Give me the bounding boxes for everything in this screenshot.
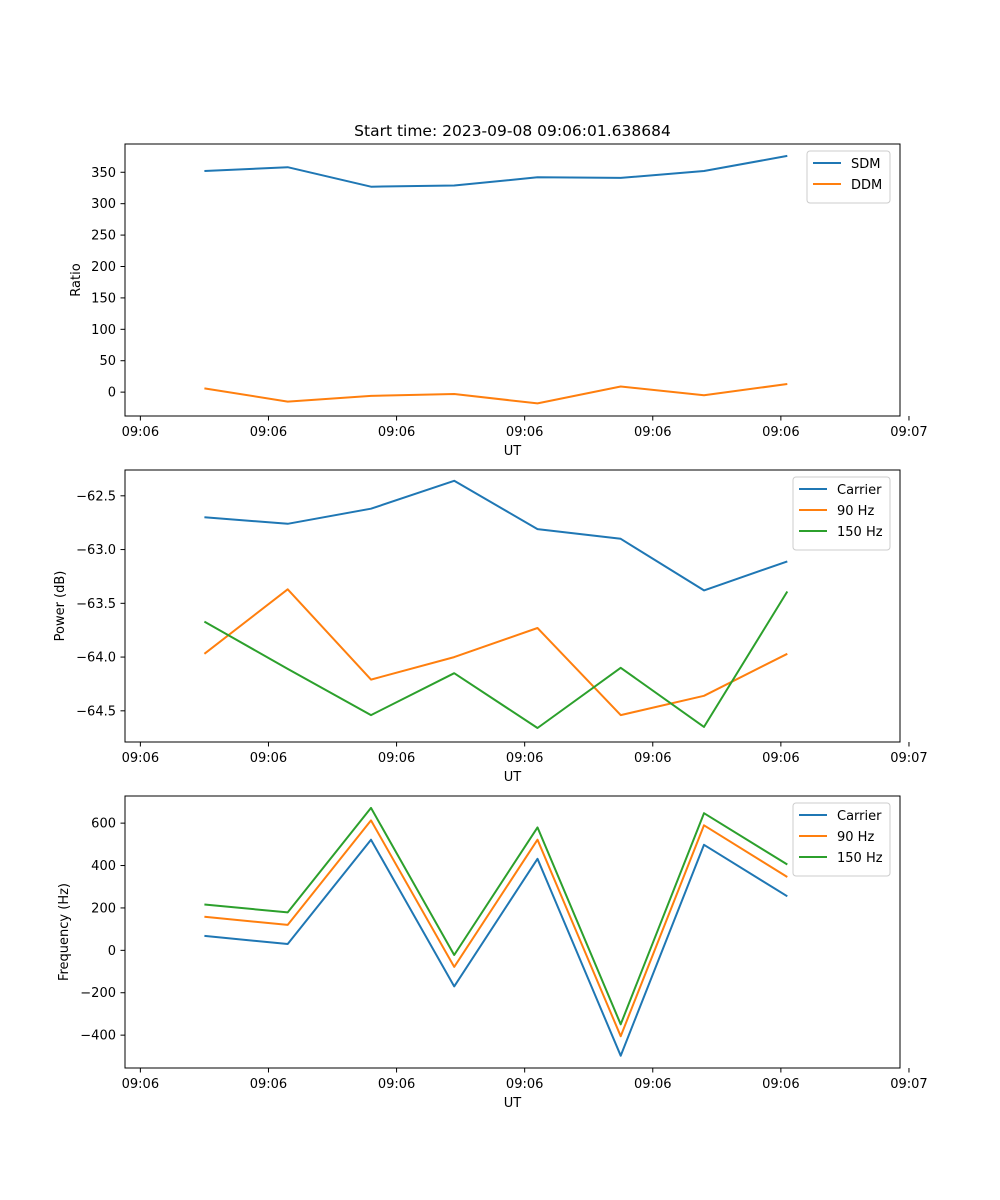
ratio-x-tick-label: 09:06 — [506, 425, 543, 440]
frequency-x-tick-label: 09:06 — [762, 1077, 799, 1092]
frequency-legend-label: 90 Hz — [837, 830, 874, 845]
ratio-x-tick-label: 09:06 — [250, 425, 287, 440]
power-y-tick-label: −64.5 — [76, 704, 116, 719]
frequency-x-tick-label: 09:06 — [634, 1077, 671, 1092]
ratio-x-tick-label: 09:06 — [634, 425, 671, 440]
ratio-legend-label: SDM — [851, 157, 880, 172]
ratio-y-tick-label: 200 — [91, 260, 116, 275]
power-y-axis-label: Power (dB) — [53, 571, 68, 642]
frequency-legend-label: 150 Hz — [837, 851, 883, 866]
power-x-tick-label: 09:06 — [762, 751, 799, 766]
power-x-tick-label: 09:07 — [890, 751, 927, 766]
power-axes-frame — [124, 469, 901, 743]
frequency-series-line-carrier — [204, 838, 788, 1057]
frequency-y-tick-label: 400 — [91, 859, 116, 874]
ratio-x-tick-label: 09:06 — [378, 425, 415, 440]
frequency-y-tick-label: 600 — [91, 817, 116, 832]
power-legend-label: 150 Hz — [837, 525, 883, 540]
frequency-y-tick-label: −200 — [80, 986, 116, 1001]
frequency-legend-label: Carrier — [837, 809, 882, 824]
ratio-axes-frame — [124, 143, 901, 417]
ratio-panel: 09:06 09:06 09:06 09:06 09:06 09:06 09:07 0 50 10… — [69, 143, 928, 459]
power-x-tick-label: 09:06 — [506, 751, 543, 766]
power-series-line-90-hz — [203, 588, 788, 717]
ratio-y-tick-label: 350 — [91, 166, 116, 181]
power-series-line-150-hz — [203, 590, 789, 729]
ratio-y-tick-label: 250 — [91, 229, 116, 244]
frequency-panel: 09:06 09:06 09:06 09:06 09:06 09:06 09:07 −400 −… — [57, 795, 928, 1111]
ratio-x-tick-label: 09:06 — [122, 425, 159, 440]
power-x-tick-label: 09:06 — [122, 751, 159, 766]
power-legend-label: 90 Hz — [837, 504, 874, 519]
power-y-tick-label: −63.5 — [76, 597, 116, 612]
ratio-x-tick-label: 09:07 — [890, 425, 927, 440]
power-x-tick-label: 09:06 — [250, 751, 287, 766]
frequency-y-tick-label: 0 — [108, 944, 116, 959]
ratio-x-axis-label: UT — [504, 444, 522, 459]
frequency-y-axis-label: Frequency (Hz) — [57, 883, 72, 981]
ratio-y-tick-label: 150 — [91, 291, 116, 306]
power-y-tick-label: −62.5 — [76, 489, 116, 504]
ratio-series-line-ddm — [204, 383, 788, 405]
frequency-x-tick-label: 09:07 — [890, 1077, 927, 1092]
power-panel: 09:06 09:06 09:06 09:06 09:06 09:06 09:07 −64.5… — [53, 469, 928, 785]
power-legend-label: Carrier — [837, 483, 882, 498]
frequency-y-tick-label: 200 — [91, 901, 116, 916]
power-x-tick-label: 09:06 — [378, 751, 415, 766]
frequency-x-tick-label: 09:06 — [506, 1077, 543, 1092]
frequency-series-line-150-hz — [204, 806, 788, 1026]
ratio-x-tick-label: 09:06 — [762, 425, 799, 440]
frequency-y-tick-label: −400 — [80, 1029, 116, 1044]
frequency-x-tick-label: 09:06 — [250, 1077, 287, 1092]
ratio-y-axis-label: Ratio — [69, 263, 84, 296]
ratio-y-tick-label: 0 — [108, 386, 116, 401]
frequency-axes-frame — [124, 795, 901, 1069]
ratio-series-line-sdm — [204, 154, 788, 188]
power-y-tick-label: −64.0 — [76, 651, 116, 666]
power-y-tick-label: −63.0 — [76, 543, 116, 558]
figure-title: Start time: 2023-09-08 09:06:01.638684 — [354, 122, 671, 140]
frequency-x-axis-label: UT — [504, 1096, 522, 1111]
ratio-y-tick-label: 300 — [91, 197, 116, 212]
frequency-x-tick-label: 09:06 — [378, 1077, 415, 1092]
frequency-series-line-90-hz — [204, 819, 788, 1038]
ratio-y-tick-label: 100 — [91, 323, 116, 338]
frequency-x-tick-label: 09:06 — [122, 1077, 159, 1092]
power-x-tick-label: 09:06 — [634, 751, 671, 766]
ratio-legend-label: DDM — [851, 178, 882, 193]
power-series-line-carrier — [204, 479, 788, 592]
power-x-axis-label: UT — [504, 770, 522, 785]
ratio-y-tick-label: 50 — [99, 354, 116, 369]
